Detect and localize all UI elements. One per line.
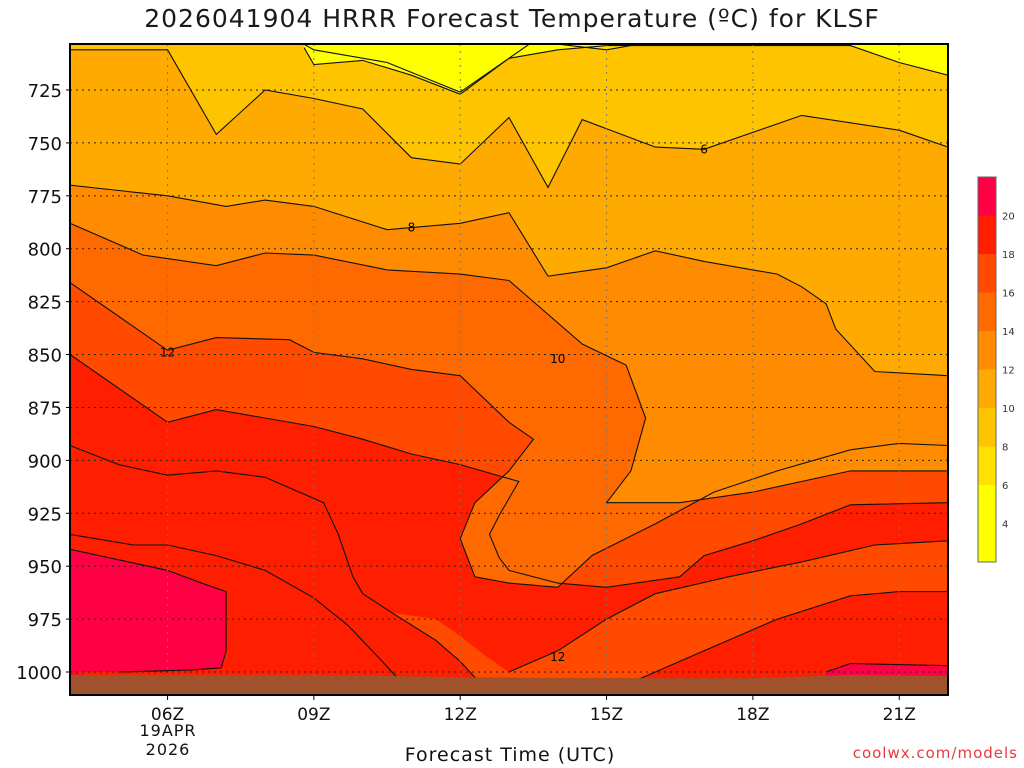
contour-line-8 bbox=[70, 533, 403, 683]
contour-line-2 bbox=[70, 49, 948, 189]
colorbar-swatch-2 bbox=[978, 446, 996, 485]
colorbar-swatch-8 bbox=[978, 215, 996, 254]
y-tick-label-6: 875 bbox=[28, 398, 62, 419]
temp-band-pink bbox=[70, 549, 227, 695]
contour-line-4 bbox=[70, 222, 948, 504]
contour-label-2: 10 bbox=[550, 352, 565, 366]
colorbar-swatch-0 bbox=[978, 523, 996, 562]
colorbar-swatch-3 bbox=[978, 408, 996, 447]
credit-link[interactable]: coolwx.com/models bbox=[852, 744, 1018, 762]
colorbar-label-8: 20 bbox=[1002, 212, 1015, 223]
contour-label-0: 6 bbox=[700, 142, 708, 156]
date-label-month: 19APR bbox=[139, 721, 197, 740]
y-tick-label-11: 1000 bbox=[16, 663, 62, 684]
colorbar-label-1: 6 bbox=[1002, 481, 1008, 492]
contour-line-11 bbox=[630, 591, 948, 684]
plot-frame bbox=[69, 43, 949, 696]
colorbar-label-5: 14 bbox=[1002, 327, 1015, 338]
colorbar-label-3: 10 bbox=[1002, 404, 1015, 415]
y-tick-label-4: 825 bbox=[28, 293, 62, 314]
temp-band-4 bbox=[70, 44, 948, 188]
colorbar-label-4: 12 bbox=[1002, 366, 1015, 377]
x-axis-label: Forecast Time (UTC) bbox=[404, 744, 616, 766]
contour-line-3 bbox=[70, 184, 948, 377]
y-tick-label-2: 775 bbox=[28, 187, 62, 208]
date-label-year: 2026 bbox=[145, 740, 191, 759]
colorbar-label-2: 8 bbox=[1002, 443, 1008, 454]
x-tick-label-1: 09Z bbox=[297, 705, 330, 725]
colorbar-label-6: 16 bbox=[1002, 289, 1015, 300]
y-tick-label-9: 950 bbox=[28, 557, 62, 578]
y-tick-label-5: 850 bbox=[28, 346, 62, 367]
colorbar-swatch-6 bbox=[978, 292, 996, 331]
y-tick-label-1: 750 bbox=[28, 134, 62, 155]
contour-label-4: 12 bbox=[550, 650, 565, 664]
contour-line-5 bbox=[70, 282, 948, 588]
colorbar-frame bbox=[977, 176, 997, 563]
colorbar-swatch-9 bbox=[978, 177, 996, 216]
colorbar-label-0: 4 bbox=[1002, 520, 1008, 531]
colorbar-swatch-1 bbox=[978, 485, 996, 524]
x-tick-label-3: 15Z bbox=[590, 705, 623, 725]
contour-line-1 bbox=[302, 44, 644, 93]
y-tick-label-3: 800 bbox=[28, 240, 62, 261]
colorbar-swatch-5 bbox=[978, 331, 996, 370]
x-tick-label-2: 12Z bbox=[444, 705, 477, 725]
contour-line-7 bbox=[70, 444, 481, 683]
chart-title: 2026041904 HRRR Forecast Temperature (ºC… bbox=[144, 4, 880, 33]
colorbar-label-7: 18 bbox=[1002, 250, 1015, 261]
colorbar-swatch-7 bbox=[978, 254, 996, 293]
ground-terrain bbox=[70, 674, 948, 695]
x-tick-label-4: 18Z bbox=[736, 705, 769, 725]
contour-line-12 bbox=[825, 662, 948, 673]
temp-band-yellow bbox=[304, 44, 948, 95]
y-tick-label-7: 900 bbox=[28, 451, 62, 472]
y-tick-label-8: 925 bbox=[28, 504, 62, 525]
contour-line-9 bbox=[70, 548, 227, 673]
colorbar-swatch-4 bbox=[978, 369, 996, 408]
x-tick-label-0: 06Z bbox=[151, 705, 184, 725]
y-tick-label-0: 725 bbox=[28, 81, 62, 102]
contour-label-1: 8 bbox=[408, 221, 416, 235]
contour-line-10 bbox=[508, 540, 948, 673]
y-tick-label-10: 975 bbox=[28, 610, 62, 631]
contour-line-6 bbox=[70, 354, 948, 588]
x-tick-label-5: 21Z bbox=[883, 705, 916, 725]
